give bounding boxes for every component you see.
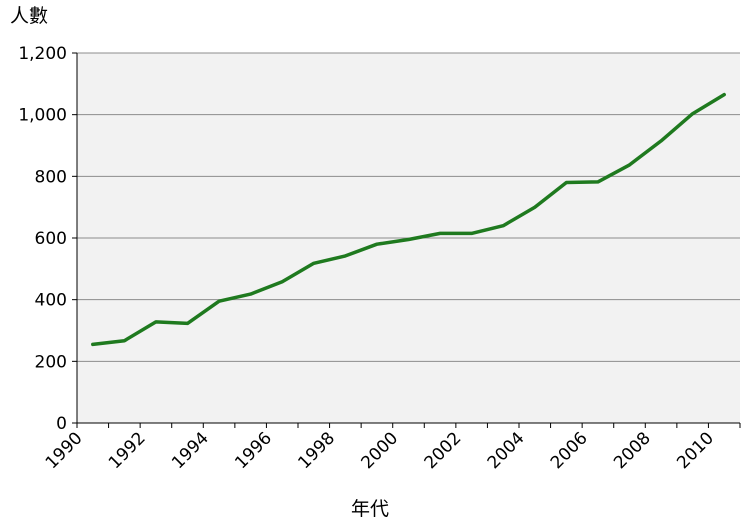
y-axis-label: 人數 [10, 5, 48, 27]
x-tick-label: 2002 [421, 428, 466, 473]
x-tick-label: 1992 [105, 428, 150, 473]
y-tick-label: 1,200 [18, 44, 67, 64]
x-tick-label: 2000 [358, 428, 403, 473]
x-tick-label: 1998 [294, 428, 339, 473]
x-tick-label: 1996 [231, 428, 276, 473]
y-tick-label: 0 [56, 414, 67, 434]
y-tick-label: 400 [35, 291, 67, 311]
series-line [91, 92, 726, 347]
x-tick-label: 2004 [484, 428, 529, 473]
x-tick-label: 1994 [168, 428, 213, 473]
y-tick-label: 600 [35, 229, 67, 249]
x-tick-label: 2010 [673, 428, 718, 473]
x-tick-label: 2006 [547, 428, 592, 473]
x-tick-label: 2008 [610, 428, 655, 473]
x-axis-ticks: 1990 1992 1994 1996 1998 2000 2002 2004 2006 2008… [42, 423, 741, 473]
y-tick-label: 1,000 [18, 106, 67, 126]
x-tick-label: 1990 [42, 428, 87, 473]
y-axis-ticks: 0 200 400 600 800 1,000 1,200 [18, 44, 77, 434]
x-axis-label: 年代 [351, 498, 389, 520]
y-tick-label: 800 [35, 167, 67, 187]
y-tick-label: 200 [35, 352, 67, 372]
